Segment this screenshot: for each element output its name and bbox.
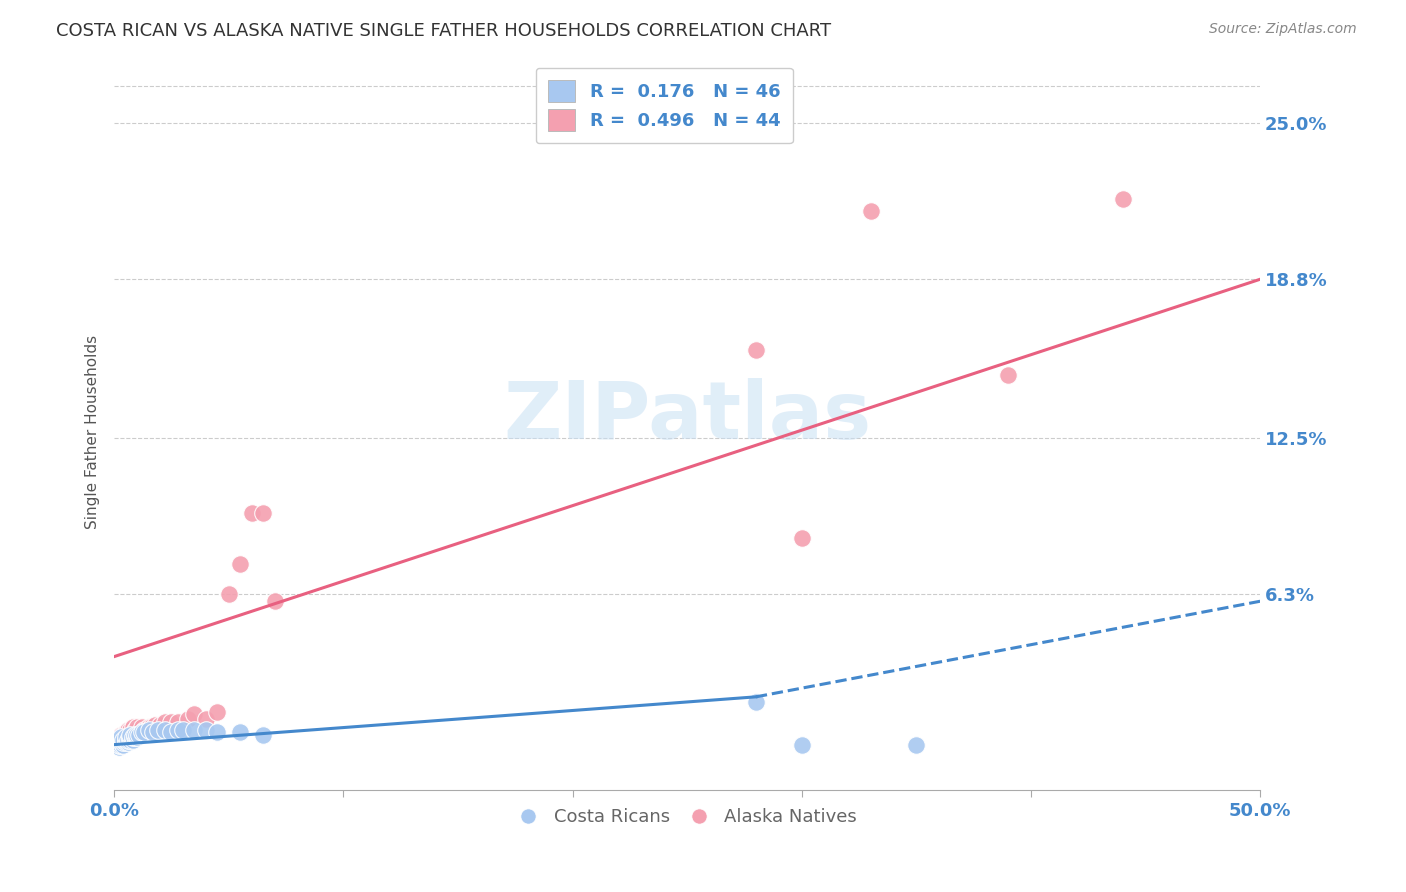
- Point: [131, 720, 153, 734]
- Point: [107, 732, 129, 747]
- Point: [176, 713, 198, 727]
- Point: [107, 730, 129, 744]
- Point: [114, 730, 136, 744]
- Point: [124, 728, 146, 742]
- Point: [153, 714, 176, 729]
- Point: [105, 735, 128, 749]
- Point: [105, 732, 128, 747]
- Point: [146, 723, 169, 737]
- Point: [218, 587, 240, 601]
- Point: [131, 725, 153, 739]
- Point: [207, 705, 229, 719]
- Point: [745, 695, 768, 709]
- Point: [145, 717, 167, 731]
- Y-axis label: Single Father Households: Single Father Households: [86, 334, 100, 528]
- Point: [105, 735, 128, 749]
- Point: [120, 723, 142, 737]
- Point: [127, 720, 149, 734]
- Point: [263, 594, 285, 608]
- Point: [117, 723, 139, 737]
- Point: [110, 735, 132, 749]
- Point: [142, 725, 165, 739]
- Point: [110, 732, 132, 747]
- Point: [229, 725, 252, 739]
- Point: [105, 738, 128, 752]
- Point: [112, 732, 135, 747]
- Point: [229, 557, 252, 571]
- Point: [120, 728, 142, 742]
- Point: [167, 714, 190, 729]
- Point: [121, 720, 143, 734]
- Point: [114, 732, 136, 747]
- Point: [183, 707, 205, 722]
- Point: [117, 732, 139, 747]
- Point: [107, 732, 129, 747]
- Text: COSTA RICAN VS ALASKA NATIVE SINGLE FATHER HOUSEHOLDS CORRELATION CHART: COSTA RICAN VS ALASKA NATIVE SINGLE FATH…: [56, 22, 831, 40]
- Point: [110, 730, 132, 744]
- Point: [120, 728, 142, 742]
- Point: [117, 735, 139, 749]
- Point: [107, 740, 129, 755]
- Point: [112, 738, 135, 752]
- Point: [121, 725, 143, 739]
- Point: [153, 723, 176, 737]
- Point: [194, 713, 217, 727]
- Point: [905, 738, 928, 752]
- Point: [120, 730, 142, 744]
- Point: [114, 730, 136, 744]
- Point: [114, 725, 136, 739]
- Point: [859, 204, 882, 219]
- Text: ZIPatlas: ZIPatlas: [503, 378, 872, 456]
- Point: [110, 738, 132, 752]
- Point: [105, 732, 128, 747]
- Point: [132, 725, 155, 739]
- Point: [110, 728, 132, 742]
- Point: [121, 730, 143, 744]
- Point: [167, 723, 190, 737]
- Point: [120, 732, 142, 747]
- Point: [183, 723, 205, 737]
- Point: [997, 368, 1019, 382]
- Point: [252, 728, 274, 742]
- Point: [114, 735, 136, 749]
- Point: [207, 725, 229, 739]
- Point: [790, 532, 813, 546]
- Point: [127, 723, 149, 737]
- Point: [112, 728, 135, 742]
- Point: [128, 728, 150, 742]
- Point: [112, 735, 135, 749]
- Point: [172, 723, 194, 737]
- Point: [1111, 192, 1133, 206]
- Point: [112, 732, 135, 747]
- Point: [139, 720, 162, 734]
- Point: [132, 723, 155, 737]
- Legend: Costa Ricans, Alaska Natives: Costa Ricans, Alaska Natives: [509, 798, 866, 835]
- Point: [124, 723, 146, 737]
- Point: [121, 732, 143, 747]
- Point: [110, 730, 132, 744]
- Point: [107, 735, 129, 749]
- Point: [138, 720, 160, 734]
- Point: [240, 506, 263, 520]
- Point: [160, 725, 183, 739]
- Point: [149, 717, 172, 731]
- Point: [124, 730, 146, 744]
- Point: [127, 728, 149, 742]
- Point: [252, 506, 274, 520]
- Point: [107, 738, 129, 752]
- Point: [745, 343, 768, 357]
- Point: [117, 728, 139, 742]
- Point: [194, 723, 217, 737]
- Point: [790, 738, 813, 752]
- Point: [138, 723, 160, 737]
- Point: [107, 738, 129, 752]
- Text: Source: ZipAtlas.com: Source: ZipAtlas.com: [1209, 22, 1357, 37]
- Point: [110, 735, 132, 749]
- Point: [127, 730, 149, 744]
- Point: [160, 714, 183, 729]
